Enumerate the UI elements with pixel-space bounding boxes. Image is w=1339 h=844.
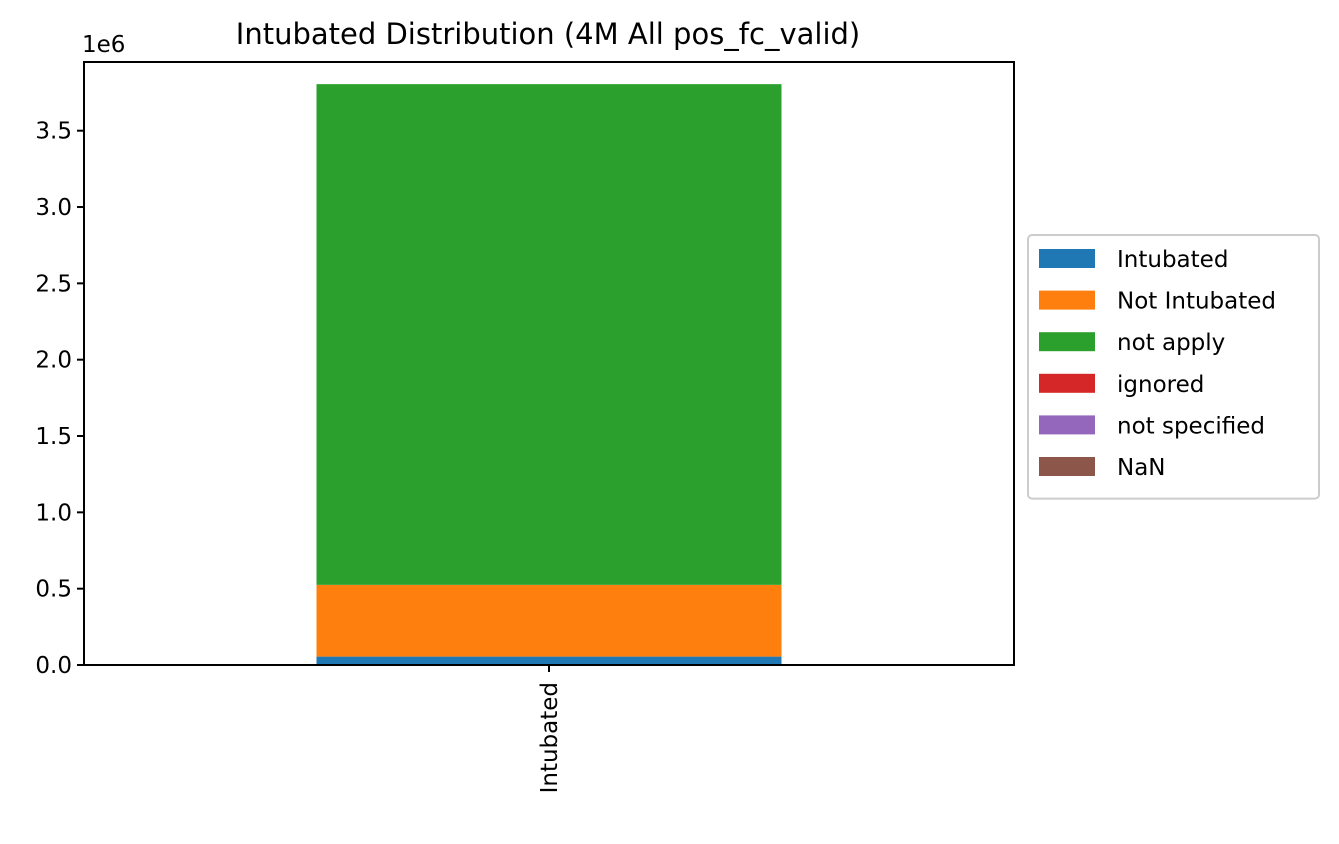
legend-frame <box>1027 234 1320 500</box>
legend-label-not-specified: not specified <box>1117 413 1265 439</box>
y-tick-label: 1.0 <box>35 500 72 526</box>
y-tick-label: 3.0 <box>35 195 72 221</box>
legend-label-intubated: Intubated <box>1117 247 1228 273</box>
legend-label-not-apply: not apply <box>1117 330 1225 356</box>
y-tick-label: 3.5 <box>35 119 72 145</box>
legend-label-nan: NaN <box>1117 455 1166 481</box>
bar-segment-not-intubated <box>316 584 782 657</box>
bars-layer <box>316 84 782 665</box>
legend-label-ignored: ignored <box>1117 372 1204 398</box>
chart-title: Intubated Distribution (4M All pos_fc_va… <box>236 17 860 51</box>
y-axis: 0.0 0.5 1.0 1.5 2.0 2.5 3.0 3.5 <box>35 119 84 679</box>
y-offset-label: 1e6 <box>82 32 125 58</box>
x-tick-label: Intubated <box>537 682 563 793</box>
legend-label-not-intubated: Not Intubated <box>1117 289 1276 315</box>
legend-swatch-nan <box>1039 457 1095 476</box>
legend-swatch-not-apply <box>1039 332 1095 352</box>
legend: Intubated Not Intubated not apply ignored no… <box>1027 234 1320 500</box>
bar-segment-intubated <box>316 656 782 665</box>
x-axis: Intubated <box>537 665 563 793</box>
legend-swatch-not-intubated <box>1039 290 1095 310</box>
y-tick-label: 2.5 <box>35 271 72 297</box>
y-tick-label: 2.0 <box>35 348 72 374</box>
legend-swatch-ignored <box>1039 373 1095 393</box>
legend-swatch-not-specified <box>1039 415 1095 435</box>
y-tick-label: 1.5 <box>35 424 72 450</box>
legend-swatch-intubated <box>1039 249 1095 268</box>
y-tick-label: 0.0 <box>35 653 72 679</box>
bar-segment-not-apply <box>316 84 782 585</box>
y-tick-label: 0.5 <box>35 577 72 603</box>
